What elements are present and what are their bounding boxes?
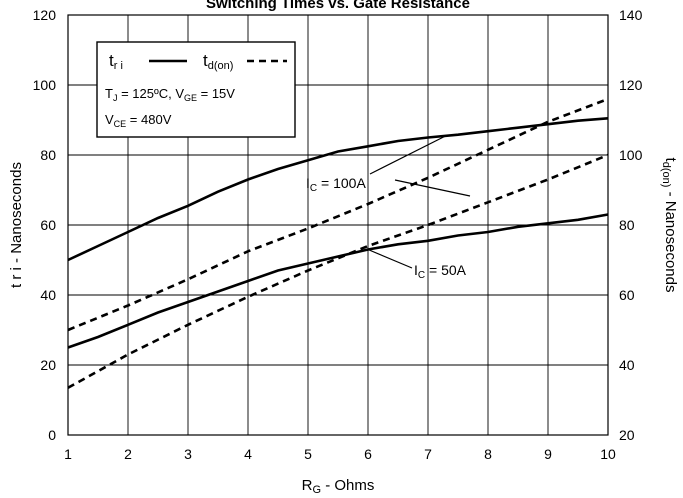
chart-title: Switching Times vs. Gate Resistance — [206, 0, 470, 12]
legend-label-tri: tr i — [109, 51, 123, 72]
text-main: R — [302, 477, 313, 494]
series-layer — [67, 97, 609, 389]
series-line-tri_100 — [67, 117, 609, 262]
legend-label-tdon: td(on) — [203, 51, 233, 72]
x-tick-label: 4 — [244, 446, 252, 462]
legend: tr i td(on) TJ = 125ºC, VGE = 15V VCE = 480… — [96, 41, 296, 138]
y-left-tick-label: 80 — [40, 147, 56, 163]
x-tick-label: 2 — [124, 446, 132, 462]
annotation-ic-100a: IC = 100A — [306, 175, 366, 194]
annotation-leader — [369, 135, 447, 175]
x-tick-label: 7 — [424, 446, 432, 462]
y-right-tick-label: 60 — [619, 287, 635, 303]
y-left-tick-label: 0 — [48, 427, 56, 443]
text-main: I — [414, 262, 418, 278]
y-right-tick-label: 140 — [619, 7, 643, 23]
x-tick-label: 5 — [304, 446, 312, 462]
text-main: I — [306, 175, 310, 191]
y-left-tick-label: 100 — [33, 77, 57, 93]
y-left-tick-label: 120 — [33, 7, 57, 23]
axis-labels: RG - Ohms t r i - Nanoseconds td(on) - Nan… — [8, 158, 679, 497]
x-tick-label: 8 — [484, 446, 492, 462]
legend-condition-2: VCE = 480V — [105, 112, 172, 129]
text-main: t — [109, 51, 114, 70]
y-left-tick-label: 40 — [40, 287, 56, 303]
text-main: t — [662, 158, 679, 163]
annotation-leader — [367, 248, 413, 269]
annotation-ic-50a: IC = 50A — [414, 262, 467, 281]
annotation-leader — [394, 179, 471, 197]
legend-condition-1: TJ = 125ºC, VGE = 15V — [105, 86, 235, 103]
y-right-tick-label: 120 — [619, 77, 643, 93]
annotation-layer: IC = 100A IC = 50A — [306, 135, 471, 281]
x-tick-label: 1 — [64, 446, 72, 462]
x-tick-label: 6 — [364, 446, 372, 462]
y-right-tick-label: 20 — [619, 427, 635, 443]
y-right-tick-label: 40 — [619, 357, 635, 373]
x-tick-label: 3 — [184, 446, 192, 462]
y-left-tick-label: 60 — [40, 217, 56, 233]
tick-layer: 1 2 3 4 5 6 7 8 9 1002040608010012020406080100120… — [33, 7, 643, 462]
x-tick-label: 9 — [544, 446, 552, 462]
y-left-axis-label: t r i - Nanoseconds — [8, 162, 25, 288]
text-main: t — [203, 51, 208, 70]
y-right-tick-label: 100 — [619, 147, 643, 163]
y-right-tick-label: 80 — [619, 217, 635, 233]
x-axis-label: RG - Ohms — [302, 477, 375, 496]
series-line-tri_50 — [67, 213, 609, 349]
legend-box — [96, 41, 296, 138]
y-right-axis-label: td(on) - Nanoseconds — [660, 158, 679, 293]
y-left-tick-label: 20 — [40, 357, 56, 373]
series-line-tdon_100 — [67, 97, 609, 332]
plot-frame — [67, 14, 609, 436]
series-line-tdon_50 — [67, 153, 609, 389]
x-tick-label: 10 — [600, 446, 616, 462]
